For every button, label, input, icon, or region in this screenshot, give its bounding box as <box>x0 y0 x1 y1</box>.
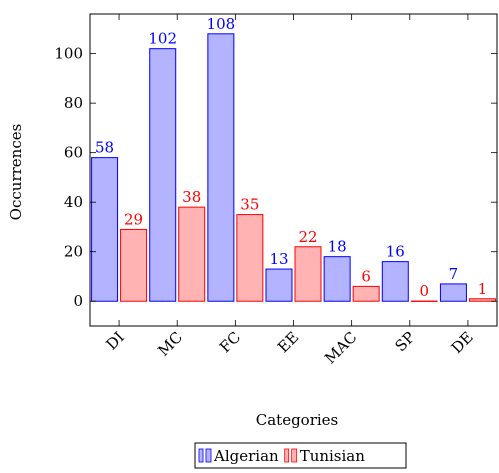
bar-tunisian-di <box>120 228 148 302</box>
bar-tunisian-fc <box>236 214 264 302</box>
x-tick-label: DI <box>102 328 127 353</box>
x-tick-label: MC <box>154 328 186 360</box>
data-label-algerian-de: 7 <box>449 265 459 283</box>
legend-swatch-algerian <box>205 448 212 463</box>
bars-layer <box>91 33 496 302</box>
x-tick-label: DE <box>448 328 477 357</box>
bar-tunisian-ee <box>294 246 322 302</box>
y-tick-label: 0 <box>73 292 83 310</box>
data-label-tunisian-mc: 38 <box>182 188 201 206</box>
bar-algerian-fc <box>207 33 235 302</box>
data-label-algerian-sp: 16 <box>386 243 405 261</box>
data-label-algerian-mc: 102 <box>148 30 177 48</box>
legend: Algerian Tunisian <box>194 442 407 469</box>
x-axis-title: Categories <box>256 411 339 429</box>
data-label-algerian-mac: 18 <box>328 238 347 256</box>
bar-algerian-mc <box>149 48 177 302</box>
data-label-tunisian-de: 1 <box>478 280 488 298</box>
legend-swatch-tunisian <box>284 448 290 463</box>
bar-tunisian-mac <box>352 285 380 302</box>
bar-tunisian-mc <box>178 206 206 302</box>
plot-frame <box>89 13 498 327</box>
data-label-tunisian-mac: 6 <box>361 267 371 285</box>
data-label-algerian-fc: 108 <box>207 15 236 33</box>
y-tick-label: 100 <box>54 45 83 63</box>
bar-algerian-mac <box>323 256 351 302</box>
bar-tunisian-de <box>468 298 496 302</box>
legend-swatch-algerian <box>198 448 204 463</box>
x-tick-label: SP <box>391 328 418 355</box>
y-axis-title: Occurrences <box>7 124 25 221</box>
y-tick-label: 80 <box>64 94 83 112</box>
legend-label-tunisian: Tunisian <box>300 447 366 465</box>
y-tick-label: 60 <box>64 144 83 162</box>
y-tick-label: 40 <box>64 193 83 211</box>
legend-label-algerian: Algerian <box>213 447 279 465</box>
legend-box <box>194 442 407 469</box>
y-tick-label: 20 <box>64 243 83 261</box>
bar-algerian-de <box>439 283 467 302</box>
data-label-tunisian-di: 29 <box>124 210 143 228</box>
data-labels-layer: 58 29 102 38 108 35 13 22 18 6 16 0 7 1 <box>95 15 487 300</box>
x-tick-label: FC <box>216 328 244 356</box>
x-tick-label: EE <box>274 328 302 356</box>
data-label-algerian-di: 58 <box>95 139 114 157</box>
x-tick-label: MAC <box>321 328 360 367</box>
legend-swatch-tunisian <box>291 448 298 463</box>
bar-algerian-sp <box>381 261 409 302</box>
data-label-tunisian-fc: 35 <box>240 196 259 214</box>
data-label-algerian-ee: 13 <box>269 250 288 268</box>
data-label-tunisian-sp: 0 <box>420 282 430 300</box>
bar-algerian-ee <box>265 268 293 302</box>
data-label-tunisian-ee: 22 <box>298 228 317 246</box>
bar-algerian-di <box>91 157 119 302</box>
